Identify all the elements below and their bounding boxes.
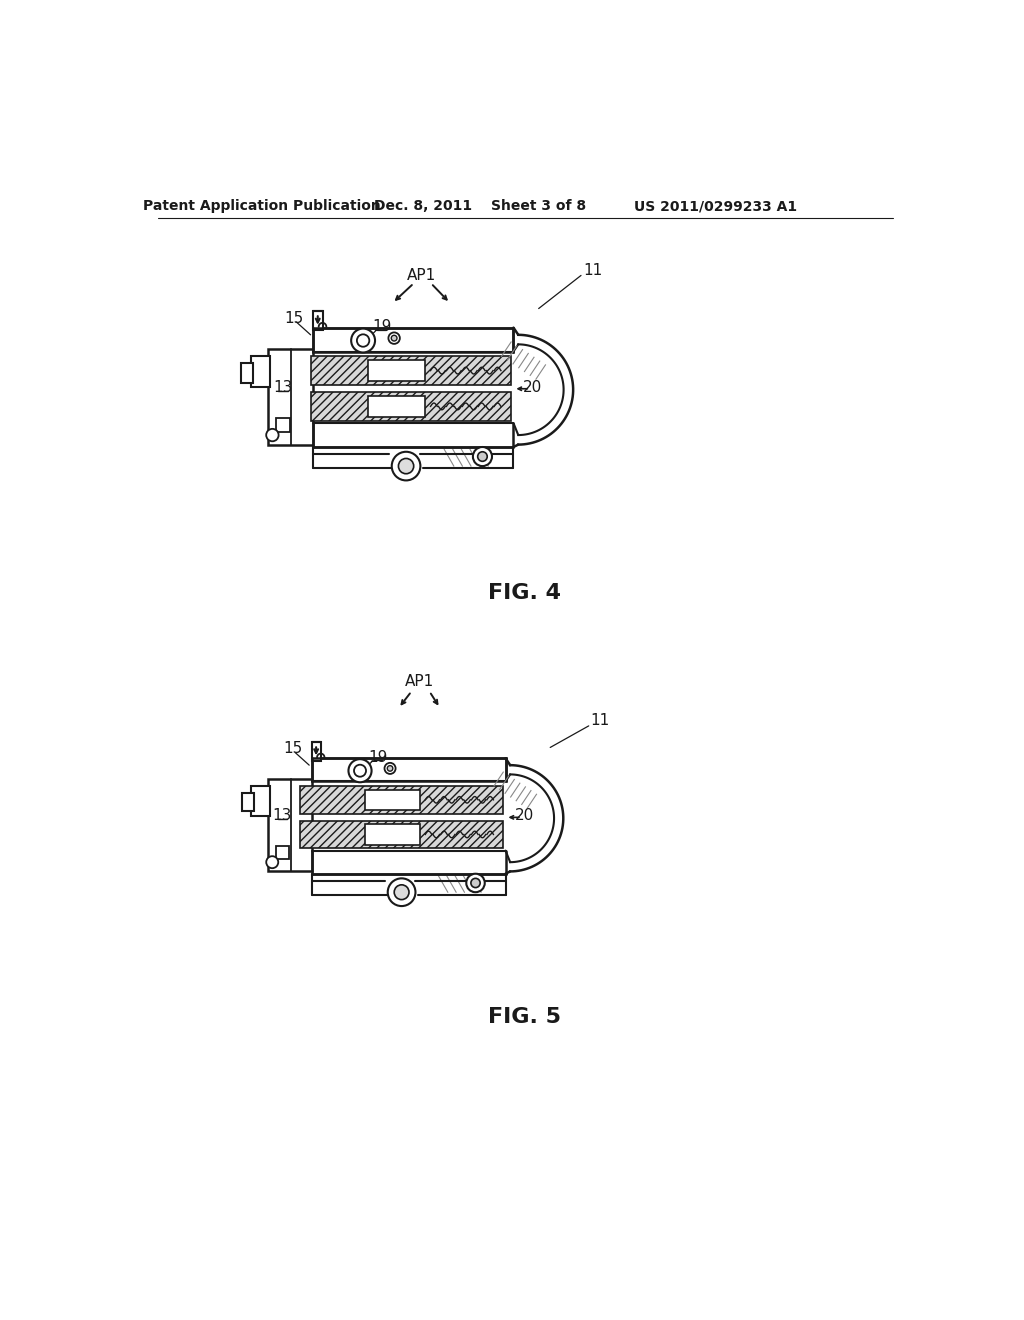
Circle shape (357, 334, 370, 347)
Text: 13: 13 (273, 380, 293, 395)
Circle shape (392, 451, 421, 480)
Polygon shape (243, 793, 254, 812)
Circle shape (388, 333, 399, 345)
Text: AP1: AP1 (404, 675, 434, 689)
Polygon shape (300, 785, 503, 813)
Polygon shape (313, 327, 513, 351)
Polygon shape (365, 789, 420, 810)
Text: 20: 20 (514, 808, 534, 824)
Polygon shape (310, 356, 511, 385)
Polygon shape (311, 742, 321, 760)
Circle shape (471, 878, 480, 887)
Circle shape (387, 766, 393, 771)
Polygon shape (251, 356, 270, 387)
Text: 11: 11 (583, 263, 602, 277)
Polygon shape (242, 363, 253, 383)
Polygon shape (275, 846, 289, 859)
Text: Dec. 8, 2011: Dec. 8, 2011 (374, 199, 472, 213)
Text: 15: 15 (284, 742, 303, 756)
Polygon shape (252, 785, 270, 816)
Polygon shape (368, 360, 425, 381)
Circle shape (394, 884, 409, 900)
Circle shape (466, 874, 484, 892)
Text: 20: 20 (523, 380, 542, 395)
Circle shape (384, 763, 395, 774)
Text: 19: 19 (373, 319, 392, 334)
Polygon shape (300, 821, 503, 849)
Polygon shape (311, 758, 506, 781)
Circle shape (398, 458, 414, 474)
Text: 19: 19 (369, 750, 388, 764)
Circle shape (388, 878, 416, 906)
Text: FIG. 5: FIG. 5 (488, 1007, 561, 1027)
Polygon shape (365, 824, 420, 845)
Circle shape (266, 429, 279, 441)
Text: 15: 15 (285, 310, 303, 326)
Polygon shape (310, 392, 511, 421)
Polygon shape (276, 418, 290, 432)
Text: FIG. 4: FIG. 4 (488, 583, 561, 603)
Polygon shape (368, 396, 425, 417)
Circle shape (348, 759, 372, 783)
Circle shape (391, 335, 397, 341)
Circle shape (266, 857, 279, 869)
Circle shape (477, 451, 487, 461)
Text: US 2011/0299233 A1: US 2011/0299233 A1 (634, 199, 798, 213)
Text: 11: 11 (591, 713, 610, 729)
Circle shape (351, 329, 375, 352)
Text: Sheet 3 of 8: Sheet 3 of 8 (492, 199, 586, 213)
Text: Patent Application Publication: Patent Application Publication (142, 199, 380, 213)
Polygon shape (267, 779, 311, 871)
Circle shape (354, 764, 366, 776)
Polygon shape (267, 348, 313, 445)
Text: AP1: AP1 (407, 268, 436, 282)
Text: 13: 13 (272, 808, 292, 824)
Circle shape (473, 447, 492, 466)
Polygon shape (313, 312, 323, 330)
